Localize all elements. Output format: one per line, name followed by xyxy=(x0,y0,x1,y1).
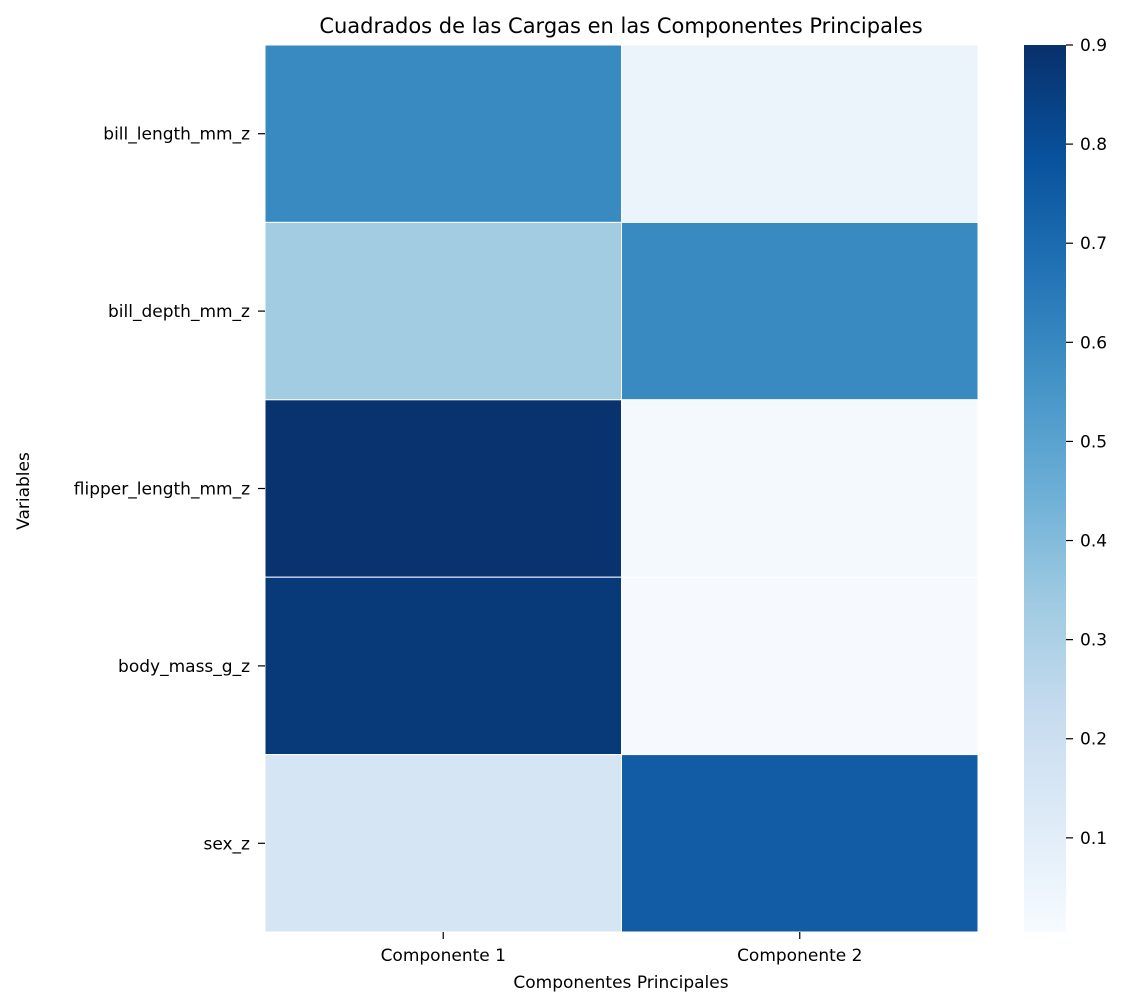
heatmap-cell xyxy=(264,221,622,401)
heatmap-cell xyxy=(621,44,979,223)
colorbar-gradient xyxy=(1024,45,1066,932)
colorbar-tick-label: 0.9 xyxy=(1080,36,1107,56)
colorbar-tick-label: 0.6 xyxy=(1080,333,1107,353)
colorbar-tick-label: 0.8 xyxy=(1080,135,1107,155)
colorbar-tick-label: 0.2 xyxy=(1080,730,1107,750)
colorbar-tick-label: 0.3 xyxy=(1080,631,1107,651)
y-tick-label: bill_depth_mm_z xyxy=(108,302,250,322)
x-tick-label: Componente 1 xyxy=(381,946,506,966)
x-axis-ticks: Componente 1 Componente 2 xyxy=(381,932,862,966)
y-tick-label: body_mass_g_z xyxy=(118,657,250,677)
y-axis-label: Variables xyxy=(14,452,34,530)
heatmap-cell xyxy=(621,576,979,756)
y-tick-label: bill_length_mm_z xyxy=(103,125,250,145)
heatmap-cell xyxy=(621,399,979,578)
x-tick-label: Componente 2 xyxy=(737,946,862,966)
colorbar: 0.1 0.2 0.3 0.4 0.5 0.6 0.7 0.8 0.9 xyxy=(1024,36,1107,932)
y-axis-ticks: bill_length_mm_z bill_depth_mm_z flipper_l… xyxy=(74,125,265,854)
colorbar-tick-label: 0.4 xyxy=(1080,532,1107,552)
colorbar-tick-label: 0.1 xyxy=(1080,829,1107,849)
heatmap-cell xyxy=(264,44,622,223)
chart-title: Cuadrados de las Cargas en las Component… xyxy=(319,14,922,38)
heatmap-cell xyxy=(264,399,622,578)
heatmap-cell xyxy=(264,754,622,933)
heatmap-cells xyxy=(264,44,979,933)
y-tick-label: flipper_length_mm_z xyxy=(74,480,250,500)
colorbar-tick-label: 0.5 xyxy=(1080,432,1107,452)
heatmap-cell xyxy=(621,754,979,933)
colorbar-tick-label: 0.7 xyxy=(1080,234,1107,254)
heatmap-cell xyxy=(621,221,979,401)
heatmap-cell xyxy=(264,576,622,756)
y-tick-label: sex_z xyxy=(203,834,250,854)
x-axis-label: Componentes Principales xyxy=(513,973,728,993)
